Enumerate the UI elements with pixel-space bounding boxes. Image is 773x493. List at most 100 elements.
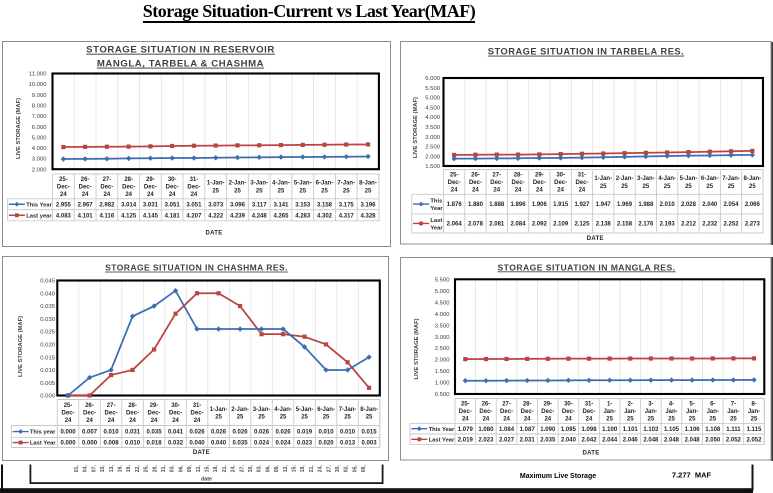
svg-text:22,: 22, (135, 465, 141, 473)
svg-text:25,: 25, (144, 465, 150, 473)
svg-text:5.000: 5.000 (425, 96, 440, 102)
svg-text:25: 25 (709, 417, 716, 423)
svg-text:06,: 06, (265, 465, 271, 473)
svg-text:4.317: 4.317 (339, 213, 355, 219)
svg-text:24: 24 (483, 417, 490, 423)
svg-text:1.500: 1.500 (435, 369, 450, 375)
svg-text:STORAGE SITUATION IN RESERVOIR: STORAGE SITUATION IN RESERVOIR (86, 45, 275, 56)
svg-text:25-: 25- (64, 403, 73, 409)
svg-text:25: 25 (343, 188, 350, 194)
svg-text:27,: 27, (239, 465, 245, 473)
svg-text:Maximum Live Storage: Maximum Live Storage (520, 473, 596, 480)
svg-text:1.095: 1.095 (561, 427, 577, 433)
svg-text:8.000: 8.000 (32, 104, 47, 110)
svg-text:6-Jan-: 6-Jan- (701, 176, 719, 182)
svg-text:0.024: 0.024 (254, 441, 270, 447)
svg-text:Dec-: Dec- (521, 409, 534, 415)
svg-text:3.000: 3.000 (425, 135, 440, 141)
svg-text:3-Jan-: 3-Jan- (250, 181, 268, 187)
svg-text:Jan-: Jan- (624, 409, 636, 415)
svg-text:3.031: 3.031 (143, 202, 159, 208)
svg-text:25: 25 (668, 417, 675, 423)
svg-text:25: 25 (621, 184, 628, 190)
svg-text:1.111: 1.111 (726, 427, 741, 433)
svg-text:Jan-: Jan- (686, 409, 698, 415)
svg-text:05,: 05, (352, 465, 358, 473)
svg-text:25-: 25- (450, 172, 459, 178)
svg-text:2.048: 2.048 (643, 437, 659, 443)
svg-text:0.020: 0.020 (40, 342, 55, 348)
svg-text:2.081: 2.081 (489, 222, 505, 228)
svg-text:STORAGE SITUATION IN TARBELA R: STORAGE SITUATION IN TARBELA RES. (488, 47, 684, 57)
svg-text:STORAGE SITUATION IN MANGLA RE: STORAGE SITUATION IN MANGLA RES. (497, 262, 675, 272)
svg-text:8-: 8- (751, 401, 756, 407)
svg-text:4.283: 4.283 (295, 213, 311, 219)
svg-text:2.019: 2.019 (458, 437, 474, 443)
svg-text:1.115: 1.115 (747, 427, 762, 433)
svg-text:Dec-: Dec- (541, 409, 554, 415)
svg-text:Dec-: Dec- (100, 185, 113, 191)
svg-text:24: 24 (565, 417, 572, 423)
svg-text:25: 25 (685, 184, 692, 190)
svg-text:4.181: 4.181 (165, 213, 181, 219)
svg-text:0.008: 0.008 (104, 441, 120, 447)
svg-text:27,: 27, (326, 465, 332, 473)
svg-text:4.239: 4.239 (230, 213, 246, 219)
svg-text:24: 24 (586, 417, 593, 423)
svg-text:3-Jan-: 3-Jan- (253, 407, 271, 413)
svg-text:30-: 30- (171, 403, 180, 409)
svg-text:2.125: 2.125 (574, 222, 590, 228)
svg-text:25: 25 (751, 417, 758, 423)
svg-text:0.005: 0.005 (40, 381, 55, 387)
svg-text:5.500: 5.500 (425, 86, 440, 92)
svg-text:31-: 31- (578, 172, 587, 178)
svg-text:31-: 31- (585, 401, 594, 407)
svg-text:1.876: 1.876 (447, 202, 463, 208)
svg-text:Dec-: Dec- (62, 411, 75, 417)
svg-text:Year: Year (430, 225, 443, 231)
svg-text:1.080: 1.080 (478, 427, 494, 433)
svg-text:Dec-: Dec- (500, 409, 513, 415)
svg-text:2.212: 2.212 (681, 222, 697, 228)
svg-text:Dec-: Dec- (575, 180, 588, 186)
svg-text:25: 25 (600, 184, 607, 190)
svg-text:21,: 21, (309, 465, 315, 473)
svg-text:3.014: 3.014 (121, 202, 137, 208)
svg-text:DATE: DATE (582, 450, 599, 456)
svg-text:4-Jan-: 4-Jan- (274, 407, 292, 413)
svg-text:0.010: 0.010 (319, 430, 335, 436)
svg-text:0.010: 0.010 (40, 368, 55, 374)
svg-text:2.252: 2.252 (724, 222, 740, 228)
svg-text:3.117: 3.117 (252, 202, 267, 208)
svg-text:1.079: 1.079 (458, 427, 474, 433)
svg-text:25: 25 (344, 414, 351, 420)
svg-text:25: 25 (648, 417, 655, 423)
svg-text:25: 25 (730, 417, 737, 423)
svg-text:19,: 19, (126, 465, 132, 473)
svg-text:0.010: 0.010 (340, 430, 356, 436)
svg-text:7-: 7- (731, 401, 736, 407)
svg-text:30-: 30- (556, 172, 565, 178)
svg-text:2.967: 2.967 (78, 202, 94, 208)
svg-text:31-: 31- (190, 177, 199, 183)
svg-text:5.000: 5.000 (435, 289, 450, 295)
svg-text:2.040: 2.040 (561, 437, 577, 443)
svg-text:01,: 01, (74, 465, 80, 473)
svg-text:4.500: 4.500 (425, 105, 440, 111)
svg-text:Dec-: Dec- (83, 411, 96, 417)
svg-text:26-: 26- (482, 401, 491, 407)
svg-text:25: 25 (212, 188, 219, 194)
svg-text:24: 24 (86, 418, 93, 424)
svg-text:24: 24 (536, 188, 543, 194)
svg-text:31-: 31- (193, 403, 202, 409)
svg-text:2.084: 2.084 (511, 222, 527, 228)
svg-text:24,: 24, (231, 465, 237, 473)
svg-text:0.045: 0.045 (40, 279, 55, 285)
svg-text:4.328: 4.328 (361, 213, 377, 219)
svg-text:3.000: 3.000 (435, 335, 450, 341)
svg-text:4.500: 4.500 (435, 300, 450, 306)
svg-text:date: date (201, 476, 212, 482)
svg-text:26-: 26- (81, 177, 90, 183)
svg-text:6-Jan-: 6-Jan- (317, 407, 335, 413)
svg-text:3.500: 3.500 (425, 125, 440, 131)
